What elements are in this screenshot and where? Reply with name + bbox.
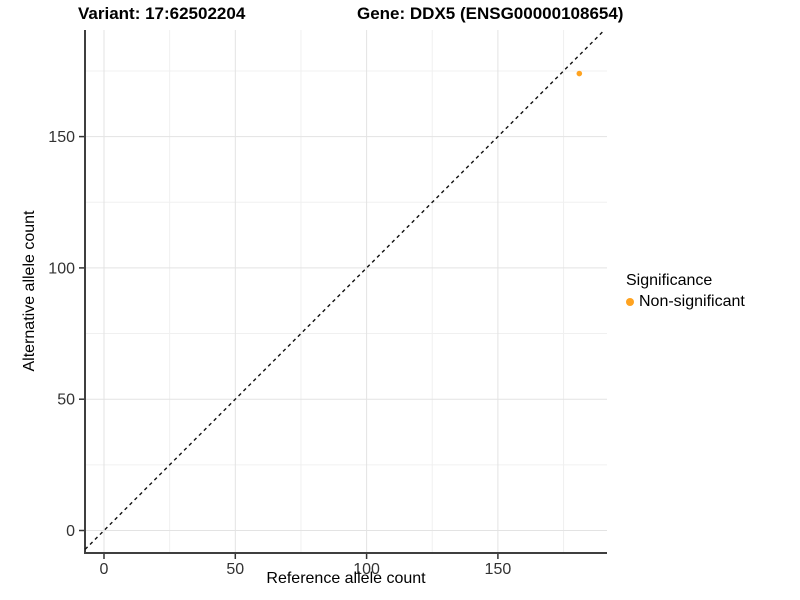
y-tick-label: 0 (66, 523, 75, 540)
x-tick-label: 50 (226, 561, 244, 578)
x-tick-label: 0 (100, 561, 109, 578)
legend-item-label: Non-significant (639, 293, 745, 310)
x-tick-label: 150 (485, 561, 512, 578)
legend: Significance Non-significant (626, 271, 745, 311)
x-tick-label: 100 (353, 561, 380, 578)
plot-title-variant: Variant: 17:62502204 (78, 4, 246, 23)
y-tick-label: 100 (48, 260, 75, 277)
y-axis-title: Alternative allele count (21, 210, 38, 372)
legend-title: Significance (626, 272, 713, 289)
y-tick-label: 50 (57, 392, 75, 409)
legend-marker-dot (626, 297, 634, 306)
identity-line (84, 29, 606, 550)
data-point (576, 70, 583, 77)
y-tick-label: 150 (48, 129, 75, 146)
legend-item: Non-significant (626, 292, 745, 311)
plot-title-gene: Gene: DDX5 (ENSG00000108654) (357, 4, 624, 23)
x-axis-title: Reference allele count (266, 570, 426, 587)
